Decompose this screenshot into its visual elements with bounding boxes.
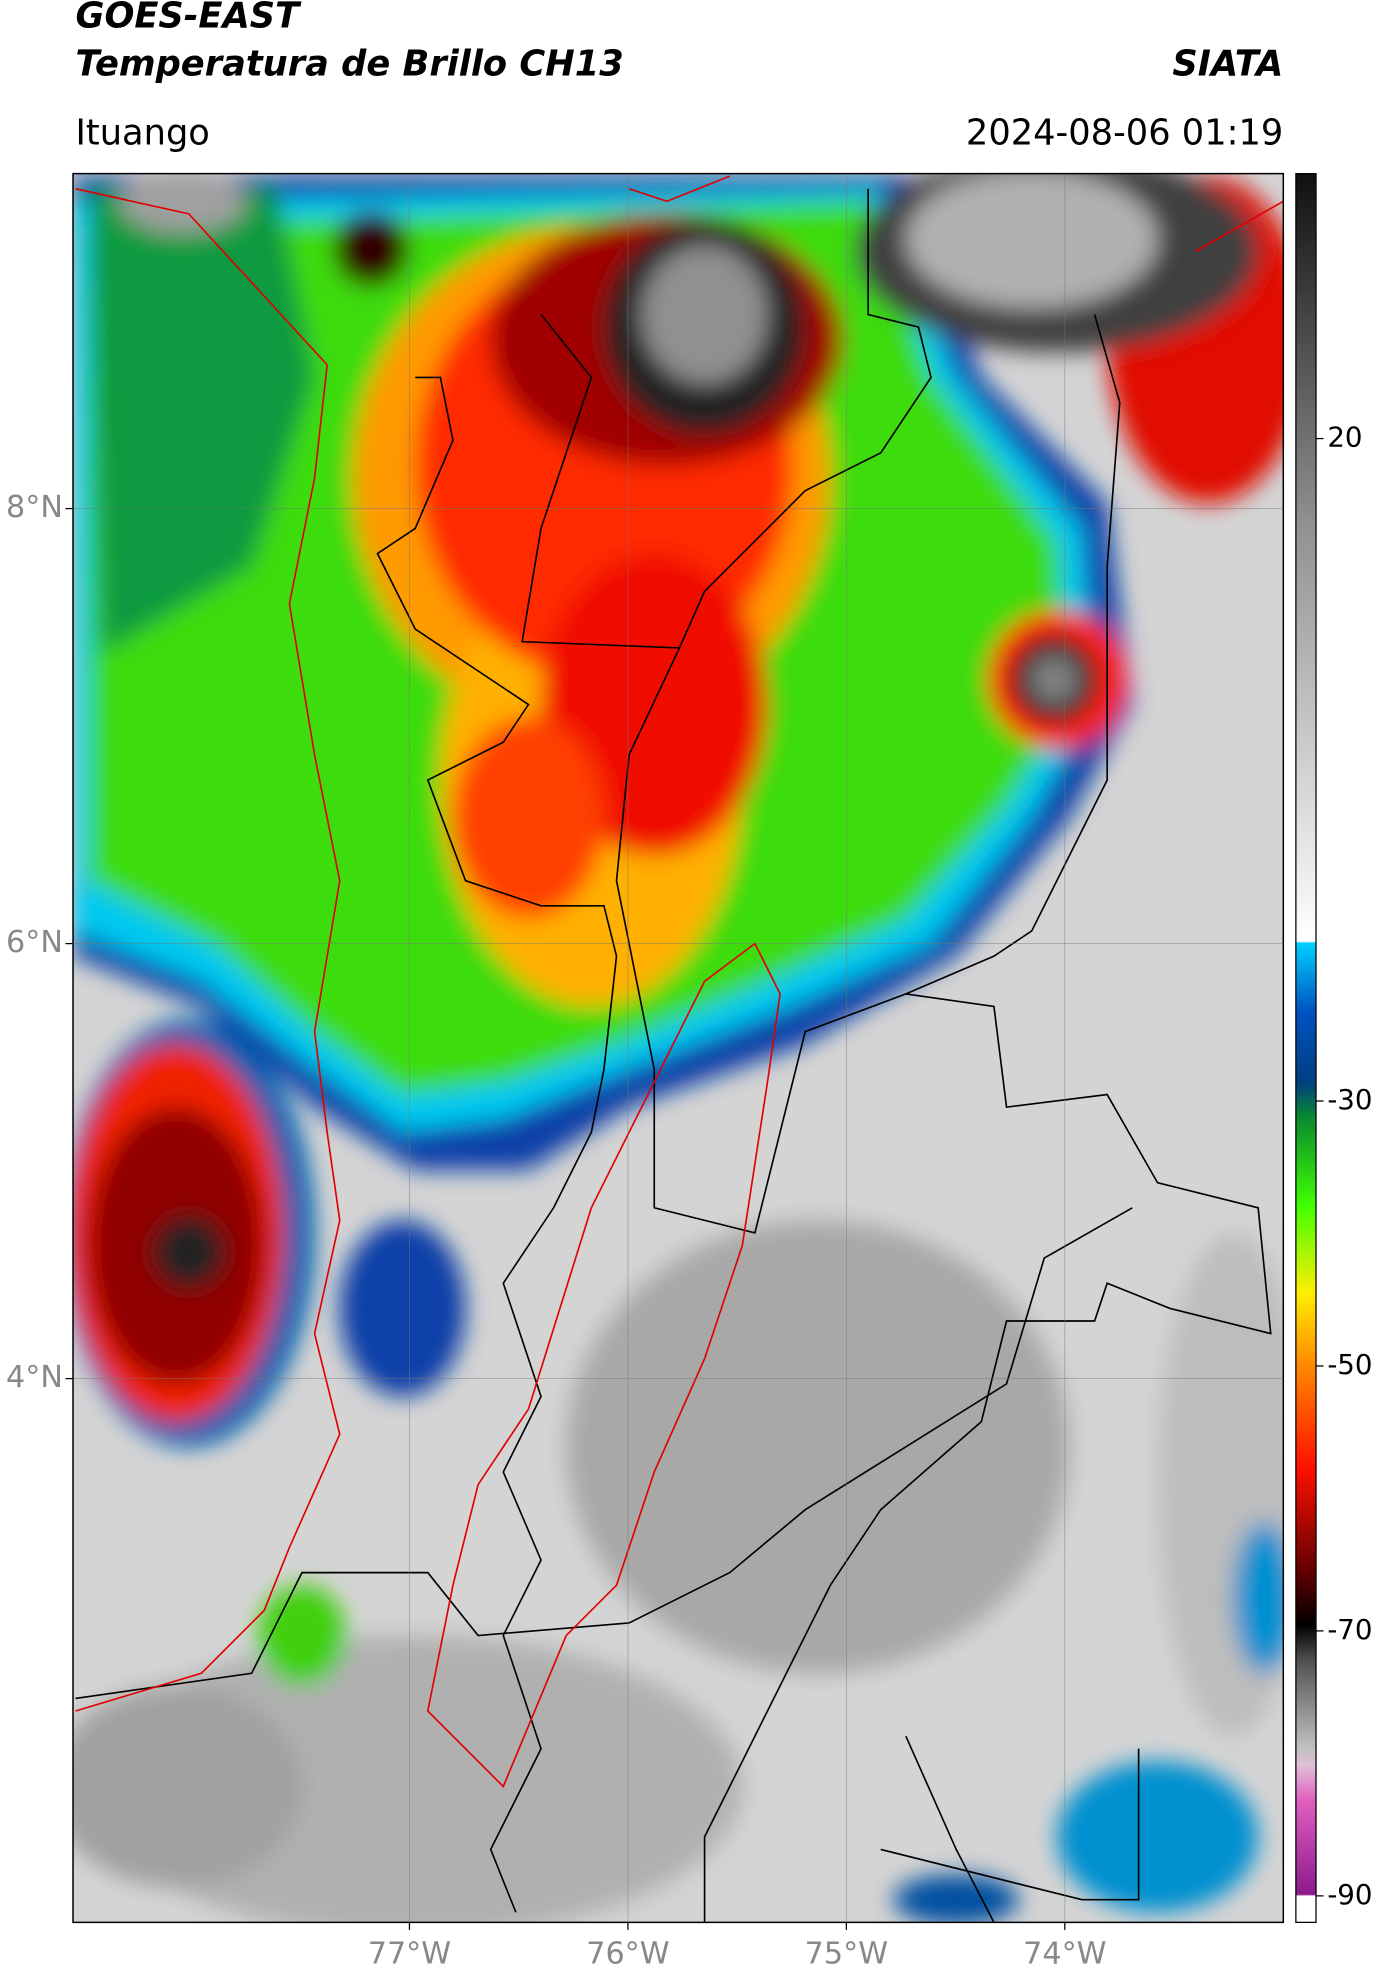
lon-tick-label: 74°W <box>1023 1937 1106 1972</box>
satellite-image <box>73 173 1284 1923</box>
subtitle: Temperatura de Brillo CH13 <box>76 43 624 84</box>
colorbar <box>1295 172 1317 1924</box>
colorbar-tick-label: -30 <box>1327 1083 1372 1116</box>
borders <box>75 175 1284 1923</box>
colorbar-tick-label: -70 <box>1327 1613 1372 1646</box>
lat-tick-label: 6°N <box>6 925 63 960</box>
map-frame <box>72 172 1285 1924</box>
lat-tick-label: 8°N <box>6 490 63 525</box>
organization: SIATA <box>1172 43 1283 84</box>
lat-tick-label: 4°N <box>6 1360 63 1395</box>
title: GOES-EAST <box>76 0 303 37</box>
colorbar-tick-label: 20 <box>1327 421 1362 454</box>
location: Ituango <box>76 113 210 154</box>
lon-tick-label: 77°W <box>368 1937 451 1972</box>
lon-tick-label: 75°W <box>805 1937 888 1972</box>
lon-tick-label: 76°W <box>586 1937 669 1972</box>
colorbar-tick-label: -90 <box>1327 1878 1372 1911</box>
colorbar-tick-label: -50 <box>1327 1348 1372 1381</box>
datetime: 2024-08-06 01:19 <box>966 113 1283 154</box>
